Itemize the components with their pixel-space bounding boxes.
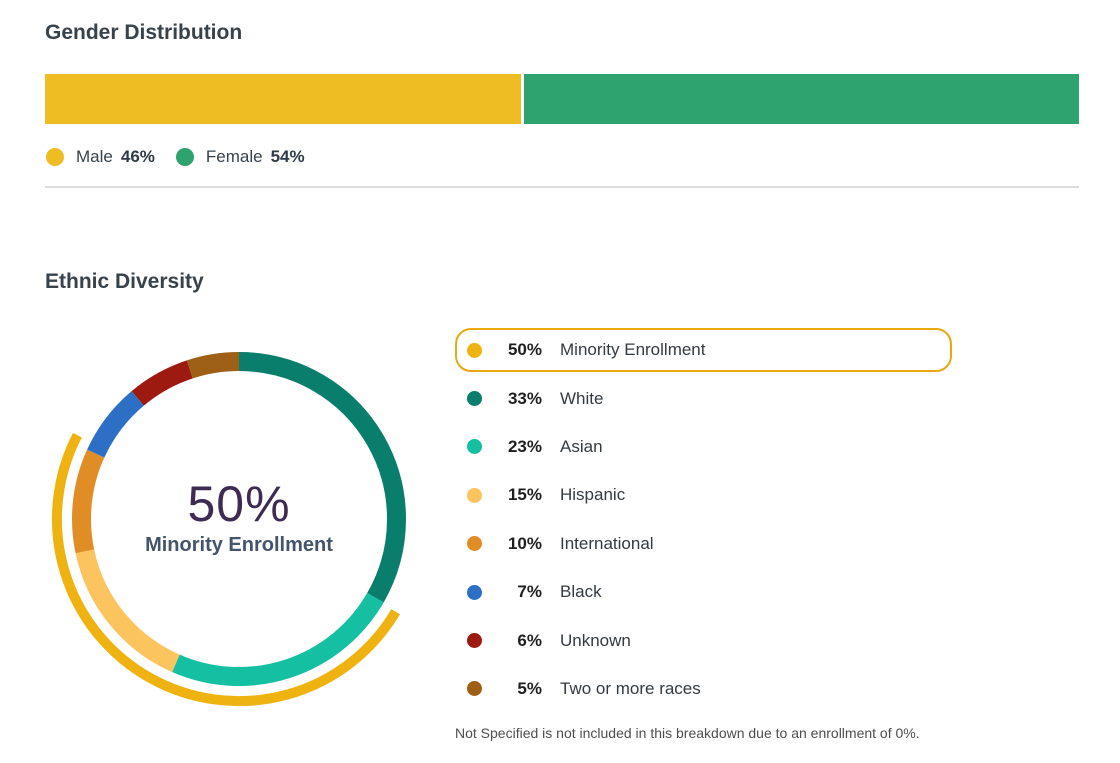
legend-percent: 23% xyxy=(507,436,542,456)
legend-label: Male xyxy=(76,147,113,166)
legend-percent: 5% xyxy=(517,678,542,698)
donut-segment-unknown[interactable] xyxy=(131,360,194,406)
ethnic-legend-item-minority-enrollment[interactable]: 50% Minority Enrollment xyxy=(455,328,952,372)
legend-label: Hispanic xyxy=(560,485,626,505)
gender-section-title: Gender Distribution xyxy=(45,21,243,44)
ethnic-legend: 50% Minority Enrollment 33% White 23% Asian 15… xyxy=(455,326,952,713)
legend-dot xyxy=(467,536,482,552)
donut-outer-arc-minority-enrollment[interactable] xyxy=(51,432,400,707)
legend-percent: 46% xyxy=(120,147,155,166)
legend-percent: 50% xyxy=(507,340,542,359)
donut-segment-black[interactable] xyxy=(87,391,145,458)
gender-legend-item-male: Male 46% xyxy=(46,147,155,167)
legend-label: International xyxy=(560,533,654,553)
legend-dot xyxy=(467,681,482,697)
ethnic-footnote: Not Specified is not included in this br… xyxy=(455,725,920,741)
legend-label: Two or more races xyxy=(560,678,701,698)
ethnic-legend-item-hispanic[interactable]: 15% Hispanic xyxy=(455,471,952,519)
donut-center-text: 50% Minority Enrollment xyxy=(119,478,359,557)
ethnic-legend-item-international[interactable]: 10% International xyxy=(455,520,952,568)
gender-legend: Male 46% Female 54% xyxy=(46,147,326,167)
donut-center-label: Minority Enrollment xyxy=(145,534,333,556)
legend-dot xyxy=(467,487,482,503)
donut-segment-international[interactable] xyxy=(72,449,105,554)
legend-percent: 6% xyxy=(517,630,542,650)
legend-dot xyxy=(467,342,482,358)
legend-dot xyxy=(467,439,482,455)
legend-dot xyxy=(46,148,64,166)
ethnic-legend-item-black[interactable]: 7% Black xyxy=(455,568,952,616)
ethnic-legend-item-unknown[interactable]: 6% Unknown xyxy=(455,616,952,664)
gender-legend-item-female: Female 54% xyxy=(175,147,305,167)
bar-segment-male[interactable] xyxy=(45,74,521,124)
gender-stacked-bar xyxy=(45,74,1079,124)
legend-percent: 10% xyxy=(507,533,542,553)
legend-percent: 7% xyxy=(517,582,542,602)
legend-percent: 15% xyxy=(507,485,542,505)
legend-label: Black xyxy=(560,582,602,602)
bar-segment-female[interactable] xyxy=(523,74,1079,124)
ethnic-donut-chart xyxy=(51,352,406,707)
legend-label: Female xyxy=(205,147,263,166)
legend-dot xyxy=(467,391,482,407)
legend-label: Asian xyxy=(560,436,603,456)
ethnic-legend-item-white[interactable]: 33% White xyxy=(455,374,952,422)
legend-percent: 54% xyxy=(270,147,305,166)
donut-segment-hispanic[interactable] xyxy=(75,549,180,672)
donut-segment-asian[interactable] xyxy=(172,592,384,686)
legend-percent: 33% xyxy=(507,388,542,408)
ethnic-legend-item-two-or-more-races[interactable]: 5% Two or more races xyxy=(455,665,952,713)
legend-label: Minority Enrollment xyxy=(560,340,706,359)
legend-label: Unknown xyxy=(560,630,631,650)
donut-center-value: 50% xyxy=(187,476,291,532)
legend-dot xyxy=(467,633,482,649)
section-divider xyxy=(45,186,1079,188)
donut-segment-white[interactable] xyxy=(238,352,406,603)
legend-label: White xyxy=(560,388,604,408)
ethnic-legend-item-asian[interactable]: 23% Asian xyxy=(455,423,952,471)
ethnic-section-title: Ethnic Diversity xyxy=(45,270,204,293)
donut-segment-two-or-more-races[interactable] xyxy=(186,352,240,379)
legend-dot xyxy=(175,148,194,166)
legend-dot xyxy=(467,584,482,600)
